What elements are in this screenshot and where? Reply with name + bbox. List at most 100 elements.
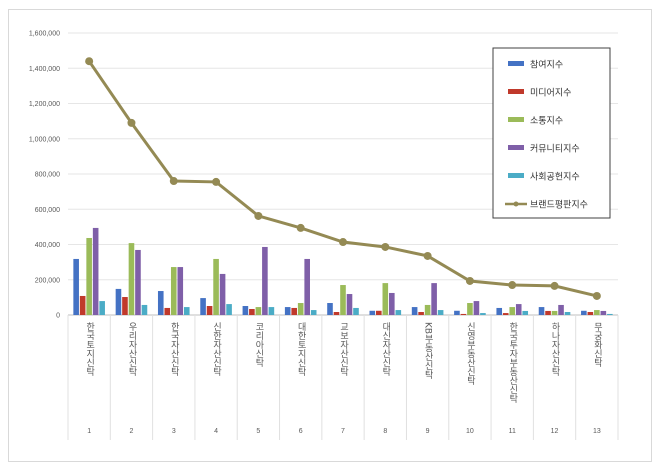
- bar-미디어지수: [291, 307, 297, 315]
- bar-소통지수: [255, 307, 262, 315]
- bar-참여지수: [157, 291, 164, 315]
- bar-사회공헌지수: [99, 301, 105, 315]
- bar-사회공헌지수: [226, 304, 232, 315]
- bar-소통지수: [128, 243, 135, 315]
- category-label: 무궁화신탁: [592, 322, 602, 368]
- bar-사회공헌지수: [607, 313, 613, 315]
- bar-사회공헌지수: [395, 310, 402, 315]
- line-point: [339, 238, 347, 247]
- bar-커뮤니티지수: [346, 294, 353, 315]
- legend-label: 소통지수: [530, 116, 563, 127]
- bar-참여지수: [411, 307, 418, 315]
- y-tick-label: 1,600,000: [29, 31, 60, 38]
- rank-label: 10: [466, 428, 474, 435]
- y-tick-label: 800,000: [35, 172, 60, 179]
- bar-미디어지수: [249, 309, 255, 315]
- legend-label: 사회공헌지수: [530, 172, 580, 183]
- rank-label: 9: [426, 428, 430, 435]
- bar-커뮤니티지수: [304, 258, 310, 315]
- bar-사회공헌지수: [353, 307, 359, 315]
- line-point: [254, 211, 263, 220]
- line-point: [423, 251, 432, 260]
- legend-label: 미디어지수: [530, 88, 571, 99]
- y-tick-label: 1,200,000: [29, 101, 60, 108]
- line-point: [296, 223, 305, 232]
- bar-커뮤니티지수: [431, 283, 437, 315]
- bar-소통지수: [467, 303, 473, 315]
- bar-사회공헌지수: [141, 304, 148, 315]
- y-tick-label: 1,400,000: [29, 66, 60, 73]
- legend-box: [492, 47, 611, 219]
- bar-참여지수: [73, 258, 79, 315]
- rank-label: 3: [172, 428, 176, 435]
- legend-swatch: [508, 117, 524, 122]
- bar-참여지수: [327, 303, 333, 315]
- y-tick-label: 600,000: [35, 207, 60, 214]
- bar-소통지수: [340, 285, 346, 315]
- legend-label: 브랜드평판지수: [530, 200, 588, 211]
- bar-미디어지수: [122, 297, 128, 315]
- category-label: 교보자산신탁: [338, 322, 348, 377]
- rank-label: 8: [383, 428, 387, 435]
- bar-참여지수: [454, 310, 460, 315]
- category-label: 우리자산신탁: [126, 322, 136, 377]
- bar-커뮤니티지수: [473, 301, 480, 315]
- bar-소통지수: [213, 258, 219, 315]
- bar-미디어지수: [376, 310, 382, 315]
- line-point: [85, 57, 94, 66]
- category-label: 한국자산신탁: [169, 322, 179, 377]
- line-point: [508, 281, 517, 290]
- bar-사회공헌지수: [480, 313, 486, 315]
- bar-커뮤니티지수: [558, 304, 564, 315]
- bar-사회공헌지수: [437, 310, 444, 315]
- chart-frame: [8, 9, 652, 462]
- line-point: [381, 242, 390, 251]
- y-tick-label: 400,000: [35, 242, 60, 249]
- bar-커뮤니티지수: [135, 249, 141, 315]
- y-tick-label: 200,000: [35, 277, 60, 284]
- bar-소통지수: [424, 304, 431, 315]
- rank-label: 1: [87, 428, 91, 435]
- rank-label: 5: [256, 428, 260, 435]
- bar-커뮤니티지수: [600, 310, 607, 315]
- bar-미디어지수: [460, 313, 467, 315]
- bar-커뮤니티지수: [177, 267, 184, 315]
- bar-참여지수: [200, 298, 206, 315]
- bar-미디어지수: [333, 312, 340, 315]
- rank-label: 12: [551, 428, 559, 435]
- bar-미디어지수: [206, 306, 213, 315]
- bar-미디어지수: [79, 295, 86, 315]
- bar-사회공헌지수: [183, 307, 190, 315]
- rank-label: 2: [130, 428, 134, 435]
- bar-소통지수: [297, 303, 304, 315]
- rank-label: 7: [341, 428, 345, 435]
- bar-소통지수: [382, 283, 389, 315]
- bar-미디어지수: [587, 312, 594, 315]
- line-point: [169, 177, 178, 186]
- y-tick-label: 0: [56, 313, 60, 320]
- rank-label: 13: [593, 428, 601, 435]
- bar-참여지수: [284, 307, 291, 315]
- legend-swatch: [508, 89, 524, 94]
- bar-커뮤니티지수: [262, 246, 268, 315]
- bar-참여지수: [115, 288, 122, 315]
- rank-label: 4: [214, 428, 218, 435]
- legend-swatch-marker: [513, 201, 519, 207]
- bar-사회공헌지수: [564, 312, 571, 315]
- bar-참여지수: [538, 307, 545, 315]
- line-point: [212, 177, 221, 186]
- bar-사회공헌지수: [310, 310, 317, 315]
- category-label: 대한토지신탁: [296, 322, 306, 377]
- category-label: 한국토지신탁: [84, 322, 94, 377]
- bar-참여지수: [242, 306, 249, 315]
- bar-소통지수: [551, 310, 558, 315]
- bar-사회공헌지수: [268, 307, 275, 315]
- rank-label: 6: [299, 428, 303, 435]
- y-tick-label: 1,000,000: [29, 136, 60, 143]
- bar-커뮤니티지수: [389, 292, 395, 315]
- bar-미디어지수: [502, 313, 509, 315]
- legend-label: 참여지수: [530, 59, 563, 71]
- bar-커뮤니티지수: [515, 304, 522, 315]
- category-label: 하나자산신탁: [550, 322, 560, 377]
- category-label: 한국투자부동산신탁: [507, 322, 517, 404]
